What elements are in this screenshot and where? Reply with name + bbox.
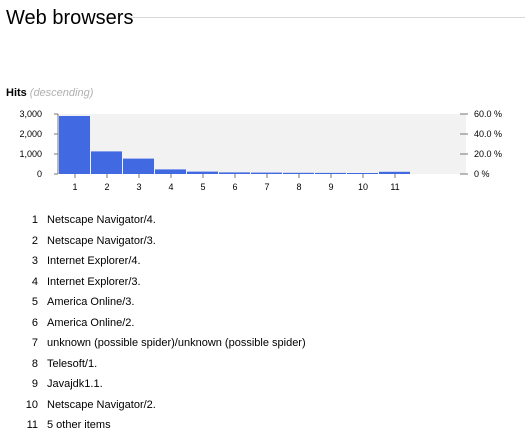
bar-9 [315,172,346,174]
bar-4 [155,169,186,174]
y-tick-label: 2,000 [19,129,42,139]
item-label: Netscape Navigator/4. [47,214,156,227]
page-title: Web browsers [6,7,134,29]
x-tick-label: 4 [168,182,173,192]
list-item: 7 unknown (possible spider)/unknown (pos… [20,333,306,354]
item-label: Internet Explorer/4. [47,255,141,268]
item-rank: 5 [31,296,38,309]
chart-heading: Hits (descending) [6,87,93,99]
bar-7 [251,172,282,174]
bar-11 [379,171,410,174]
x-tick-label: 3 [136,182,141,192]
item-rank: 3 [31,255,38,268]
y2-tick-label: 40.0 % [474,129,502,139]
item-rank: 2 [31,234,38,247]
list-item: 3 Internet Explorer/4. [20,251,306,272]
y2-axis: 0 % 20.0 % 40.0 % 60.0 % [460,109,502,179]
x-tick-label: 1 [72,182,77,192]
item-label: America Online/3. [47,296,135,309]
y-tick-label: 0 [37,169,42,179]
item-rank: 10 [25,398,38,411]
list-item: 8 Telesoft/1. [20,354,306,375]
list-item: 5 America Online/3. [20,292,306,313]
bar-8 [283,172,314,174]
x-tick-label: 6 [232,182,237,192]
x-axis: 1 2 3 4 5 6 7 8 9 10 11 [72,174,400,192]
item-rank: 1 [31,214,38,227]
item-rank: 4 [31,275,38,288]
bars-group [59,116,410,174]
bar-10 [347,173,378,174]
item-list: 1 Netscape Navigator/4. 2 Netscape Navig… [20,210,306,436]
x-tick-label: 9 [328,182,333,192]
item-rank: 8 [31,357,38,370]
y-axis: 0 1,000 2,000 3,000 [19,109,58,179]
item-label: Javajdk1.1. [47,378,103,391]
bar-1 [59,116,90,174]
list-item: 4 Internet Explorer/3. [20,272,306,293]
title-rule [130,17,525,18]
item-label: 5 other items [47,419,111,432]
title-row: Web browsers [6,6,525,32]
list-item: 2 Netscape Navigator/3. [20,231,306,252]
item-rank: 9 [31,378,38,391]
x-tick-label: 2 [104,182,109,192]
item-label: America Online/2. [47,316,135,329]
list-item: 11 5 other items [20,415,306,436]
chart-subtitle: (descending) [29,87,94,99]
item-label: Internet Explorer/3. [47,275,141,288]
list-item: 6 America Online/2. [20,313,306,334]
x-tick-label: 8 [296,182,301,192]
list-item: 1 Netscape Navigator/4. [20,210,306,231]
y-tick-label: 1,000 [19,149,42,159]
y2-tick-label: 0 % [474,169,490,179]
bar-2 [91,151,122,174]
list-item: 9 Javajdk1.1. [20,374,306,395]
bar-3 [123,158,154,174]
bar-5 [187,171,218,174]
y-tick-label: 3,000 [19,109,42,119]
item-label: Telesoft/1. [47,357,98,370]
y2-tick-label: 20.0 % [474,149,502,159]
item-label: Netscape Navigator/2. [47,398,156,411]
x-tick-label: 7 [264,182,269,192]
item-rank: 7 [31,337,38,350]
x-tick-label: 5 [200,182,205,192]
item-rank: 11 [26,419,38,432]
x-tick-label: 10 [358,182,368,192]
y2-tick-label: 60.0 % [474,109,502,119]
bar-6 [219,172,250,174]
item-rank: 6 [31,316,38,329]
hits-bar-chart: 0 1,000 2,000 3,000 0 % 20.0 % 40.0 % 60.0 % 1… [19,109,502,192]
list-item: 10 Netscape Navigator/2. [20,395,306,416]
x-tick-label: 11 [390,182,399,192]
chart-title: Hits [6,87,27,99]
item-label: unknown (possible spider)/unknown (possi… [47,337,306,350]
item-label: Netscape Navigator/3. [47,234,156,247]
